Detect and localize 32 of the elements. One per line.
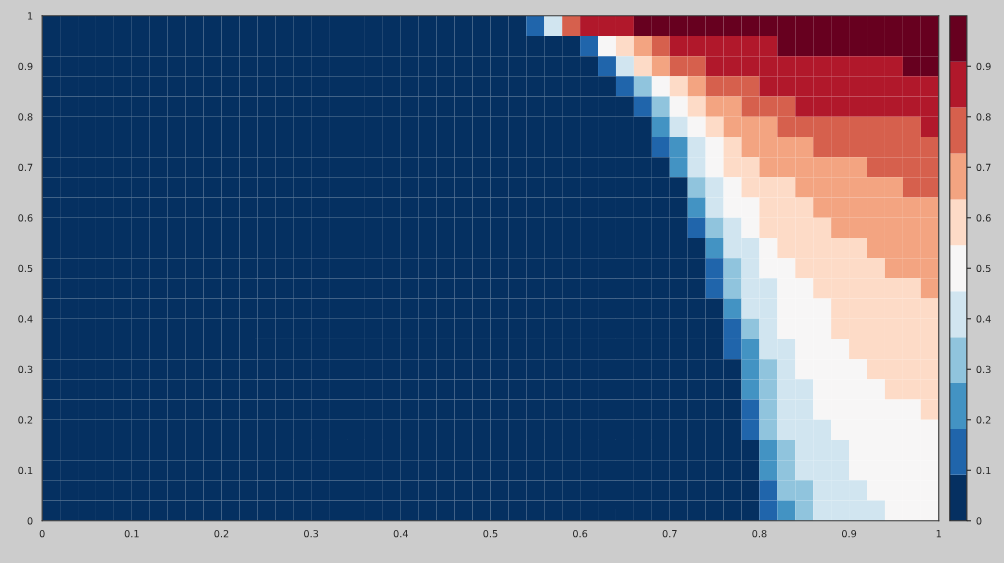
y-tick-label: 0.6	[18, 214, 33, 222]
color-bar-label: 0.9	[976, 62, 991, 71]
y-tick-label: 0.2	[18, 416, 33, 424]
x-tick-label: 0.4	[393, 529, 408, 538]
x-tick-label: 1	[936, 530, 941, 538]
color-bar-label: 0	[976, 517, 982, 525]
color-bar-label: 0.6	[976, 214, 991, 222]
color-bar-label: 0.4	[976, 315, 991, 323]
color-bar-label: 0.7	[976, 163, 991, 172]
y-tick-label: 0.8	[18, 113, 33, 121]
x-tick-label: 0.7	[662, 529, 677, 538]
y-tick-label: 0.1	[18, 466, 33, 475]
y-tick-label: 1	[28, 12, 33, 20]
color-bar-label: 0.3	[976, 365, 991, 374]
color-bar-label: 0.2	[976, 416, 991, 424]
y-tick-label: 0.9	[18, 62, 33, 71]
x-tick-label: 0.9	[841, 529, 857, 538]
y-tick-label: 0.5	[18, 264, 33, 273]
y-tick-label: 0	[27, 517, 33, 525]
y-tick-label: 0.3	[18, 365, 33, 374]
x-tick-label: 0.6	[573, 529, 588, 538]
y-tick-label: 0.7	[18, 163, 33, 172]
x-tick-label: 0	[39, 529, 45, 538]
x-tick-label: 0.5	[483, 529, 498, 538]
x-tick-label: 0.8	[752, 529, 767, 538]
color-bar-label: 0.1	[976, 466, 991, 475]
x-tick-label: 0.3	[304, 529, 319, 538]
color-bar-label: 0.5	[976, 264, 991, 273]
x-tick-label: 0.2	[214, 529, 229, 538]
color-bar-label: 0.8	[976, 113, 991, 121]
y-tick-label: 0.4	[18, 315, 33, 323]
x-tick-label: 0.1	[124, 529, 139, 538]
